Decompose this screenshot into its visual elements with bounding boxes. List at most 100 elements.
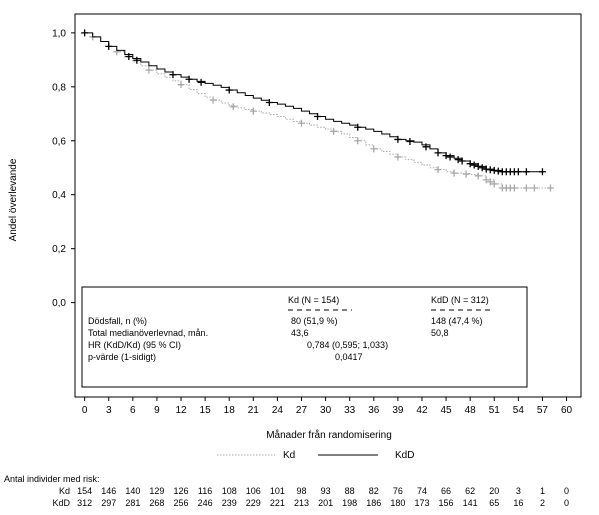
- legend-label-kdd: KdD: [395, 450, 414, 461]
- risk-row-label: KdD: [52, 498, 70, 508]
- risk-cell: 65: [489, 498, 499, 508]
- risk-cell: 281: [125, 498, 140, 508]
- x-tick-label: 51: [489, 405, 501, 416]
- x-ticks: 0 3 6 9 12 15 18 21 24 27 30 33 36 39 42 45 48 51 54 57 60: [82, 397, 573, 416]
- summary-row-median-kd: 43,6: [291, 328, 309, 338]
- x-tick-label: 57: [537, 405, 549, 416]
- risk-cell: 229: [246, 498, 261, 508]
- censor-mark-kdd: [185, 75, 193, 83]
- risk-cell: 126: [174, 486, 189, 496]
- censor-mark-kd: [546, 184, 554, 192]
- censor-mark-kdd: [442, 152, 450, 160]
- x-tick-label: 9: [154, 405, 160, 416]
- censor-mark-kdd: [422, 143, 430, 151]
- summary-row-median-label: Total medianöverlevnad, mån.: [88, 328, 208, 338]
- censor-mark-kd: [394, 153, 402, 161]
- x-tick-label: 54: [513, 405, 525, 416]
- censor-mark-kdd: [490, 166, 498, 174]
- censor-mark-kdd: [354, 123, 362, 131]
- censor-mark-kd: [354, 137, 362, 145]
- censor-mark-kd: [209, 96, 217, 104]
- censor-mark-kdd: [446, 153, 454, 161]
- summary-row-deaths-kdd: 148 (47,4 %): [431, 316, 483, 326]
- censor-mark-kdd: [169, 71, 177, 79]
- censor-mark-kd: [482, 176, 490, 184]
- censor-mark-kd: [229, 103, 237, 111]
- risk-cell: 156: [439, 498, 454, 508]
- risk-cell: 201: [318, 498, 333, 508]
- risk-cell: 198: [342, 498, 357, 508]
- x-tick-label: 18: [224, 405, 236, 416]
- y-tick-label: 0,8: [52, 82, 66, 93]
- risk-cell: 16: [513, 498, 523, 508]
- x-axis-label: Månader från randomisering: [266, 429, 392, 441]
- x-tick-label: 60: [561, 405, 573, 416]
- x-tick-label: 36: [368, 405, 380, 416]
- legend-label-kd: Kd: [283, 450, 295, 461]
- risk-cell: 2: [540, 498, 545, 508]
- risk-cell: 268: [149, 498, 164, 508]
- summary-row-hr-value: 0,784 (0,595; 1,033): [307, 340, 388, 350]
- censor-mark-kdd: [265, 98, 273, 106]
- censor-mark-kdd: [225, 86, 233, 94]
- series-line-kdd: [84, 32, 543, 173]
- summary-row-median-kdd: 50,8: [431, 328, 449, 338]
- censor-mark-kd: [330, 127, 338, 135]
- risk-cell: 239: [222, 498, 237, 508]
- summary-row-pvalue-value: 0,0417: [335, 352, 363, 362]
- risk-cell: 20: [489, 486, 499, 496]
- censor-mark-kdd: [538, 168, 546, 176]
- summary-box-frame: [81, 286, 528, 388]
- risk-cell: 180: [390, 498, 405, 508]
- x-tick-label: 12: [175, 405, 187, 416]
- summary-row-deaths-kd: 80 (51,9 %): [291, 316, 338, 326]
- censor-mark-kd: [177, 81, 185, 89]
- censor-mark-kdd: [486, 166, 494, 174]
- y-ticks: 0,0 0,2 0,4 0,6 0,8 1,0: [52, 28, 75, 309]
- summary-col-header-kd: Kd (N = 154): [288, 295, 339, 305]
- censor-mark-kdd: [458, 157, 466, 165]
- x-tick-label: 39: [392, 405, 404, 416]
- x-tick-label: 6: [130, 405, 136, 416]
- censor-mark-kd: [486, 178, 494, 186]
- risk-cell: 0: [564, 498, 569, 508]
- risk-cell: 76: [393, 486, 403, 496]
- risk-cell: 312: [77, 498, 92, 508]
- y-axis-label: Andel överlevande: [8, 158, 19, 241]
- series-layer: [81, 29, 554, 192]
- risk-cell: 256: [174, 498, 189, 508]
- x-tick-label: 45: [441, 405, 453, 416]
- risk-cell: 108: [222, 486, 237, 496]
- censor-mark-kdd: [125, 52, 133, 60]
- risk-cell: 140: [125, 486, 140, 496]
- risk-cell: 154: [77, 486, 92, 496]
- censor-mark-kdd: [478, 164, 486, 172]
- x-tick-label: 27: [296, 405, 308, 416]
- summary-box: Kd (N = 154) KdD (N = 312) Dödsfall, n (…: [81, 286, 528, 388]
- risk-cell: 101: [270, 486, 285, 496]
- x-tick-label: 42: [416, 405, 428, 416]
- risk-cell: 0: [564, 486, 569, 496]
- censor-mark-kd: [510, 184, 518, 192]
- y-tick-label: 0,2: [52, 244, 66, 255]
- y-tick-label: 1,0: [52, 28, 66, 39]
- risk-cell: 141: [463, 498, 478, 508]
- risk-cell: 62: [465, 486, 475, 496]
- y-tick-label: 0,6: [52, 136, 66, 147]
- risk-cell: 3: [516, 486, 521, 496]
- x-tick-label: 15: [200, 405, 212, 416]
- risk-cell: 98: [296, 486, 306, 496]
- risk-cell: 186: [366, 498, 381, 508]
- censor-mark-kdd: [394, 135, 402, 143]
- risk-cell: 1: [540, 486, 545, 496]
- censor-mark-kd: [474, 172, 482, 180]
- x-tick-label: 3: [106, 405, 112, 416]
- censor-mark-kdd: [105, 42, 113, 50]
- risk-cell: 106: [246, 486, 261, 496]
- risk-cell: 221: [270, 498, 285, 508]
- censor-mark-kd: [370, 145, 378, 153]
- x-tick-label: 48: [465, 405, 477, 416]
- censor-mark-kdd: [470, 161, 478, 169]
- censor-mark-kd: [297, 119, 305, 127]
